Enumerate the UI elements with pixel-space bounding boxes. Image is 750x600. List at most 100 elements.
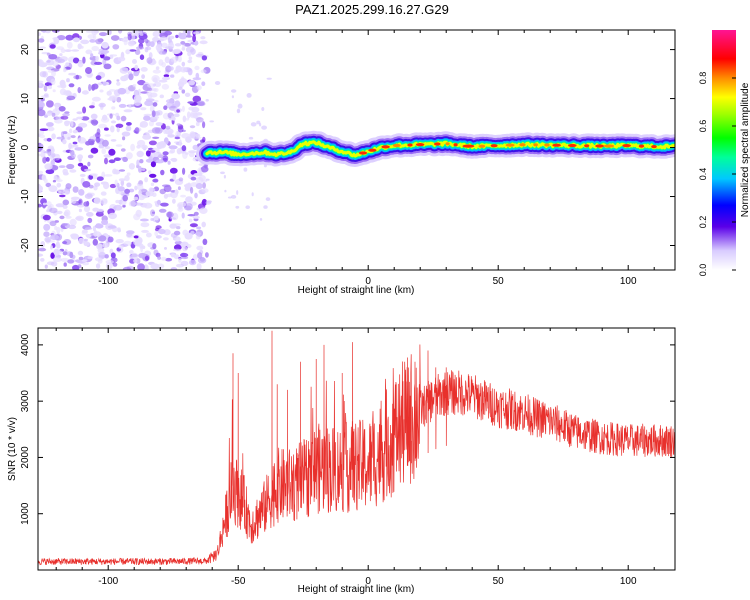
noise-speckle xyxy=(192,254,198,261)
noise-speckle xyxy=(56,182,62,188)
noise-speckle xyxy=(177,186,181,191)
noise-speckle xyxy=(139,159,144,164)
noise-speckle xyxy=(144,177,149,183)
colorbar-tick-label: 0.8 xyxy=(698,72,708,85)
noise-speckle xyxy=(178,32,188,40)
noise-speckle xyxy=(165,46,174,50)
noise-speckle xyxy=(78,237,84,245)
noise-speckle xyxy=(151,110,156,118)
noise-speckle xyxy=(155,44,162,52)
noise-speckle xyxy=(137,263,145,270)
noise-speckle xyxy=(38,32,41,37)
noise-speckle xyxy=(185,152,189,155)
noise-speckle xyxy=(196,226,202,230)
noise-speckle xyxy=(177,206,184,212)
noise-speckle xyxy=(171,157,178,163)
noise-speckle xyxy=(236,190,239,195)
noise-speckle xyxy=(38,109,46,117)
noise-speckle xyxy=(78,208,82,213)
noise-speckle xyxy=(72,129,78,134)
noise-speckle xyxy=(179,66,188,73)
signal-peak xyxy=(603,144,615,148)
noise-speckle xyxy=(104,174,113,177)
noise-speckle xyxy=(231,95,234,99)
signal-peak xyxy=(368,148,377,152)
noise-speckle xyxy=(69,169,77,173)
noise-speckle xyxy=(77,87,82,94)
noise-speckle xyxy=(56,58,65,64)
noise-speckle xyxy=(38,203,42,208)
noise-speckle xyxy=(42,214,51,221)
noise-speckle xyxy=(152,243,157,250)
noise-speckle xyxy=(195,231,202,236)
noise-speckle xyxy=(78,199,82,204)
noise-speckle xyxy=(46,137,52,142)
noise-speckle xyxy=(131,30,139,34)
noise-speckle xyxy=(184,184,189,188)
noise-speckle xyxy=(132,83,137,88)
noise-speckle xyxy=(44,178,48,184)
noise-speckle xyxy=(117,186,125,192)
noise-speckle xyxy=(49,207,58,214)
noise-speckle xyxy=(182,167,186,175)
noise-speckle xyxy=(95,38,103,45)
noise-speckle xyxy=(83,168,92,172)
noise-speckle xyxy=(205,178,210,181)
noise-speckle xyxy=(44,236,52,243)
noise-speckle xyxy=(196,263,202,270)
noise-speckle xyxy=(177,126,184,133)
noise-speckle xyxy=(87,34,95,39)
noise-speckle xyxy=(50,78,56,86)
noise-speckle xyxy=(115,144,123,147)
noise-speckle xyxy=(149,41,155,48)
noise-speckle xyxy=(42,30,47,34)
noise-speckle xyxy=(60,257,70,262)
noise-speckle xyxy=(202,238,208,245)
noise-speckle xyxy=(104,134,111,137)
noise-speckle xyxy=(74,147,84,151)
signal-peak xyxy=(407,143,413,147)
noise-speckle xyxy=(120,148,126,152)
noise-speckle xyxy=(104,146,111,150)
noise-speckle xyxy=(156,199,161,205)
noise-speckle xyxy=(44,82,53,87)
noise-speckle xyxy=(184,92,191,98)
noise-speckle xyxy=(69,128,73,134)
noise-speckle xyxy=(154,99,159,103)
noise-speckle xyxy=(59,215,65,220)
noise-speckle xyxy=(125,122,132,126)
signal-peak xyxy=(434,142,441,146)
noise-speckle xyxy=(123,109,133,113)
noise-speckle xyxy=(109,89,116,92)
noise-speckle xyxy=(99,32,108,37)
signal-peak xyxy=(453,143,458,147)
noise-speckle xyxy=(97,251,106,256)
noise-speckle xyxy=(187,101,194,104)
noise-speckle xyxy=(190,48,196,55)
noise-speckle xyxy=(53,158,59,161)
noise-speckle xyxy=(136,46,144,50)
noise-speckle xyxy=(166,211,174,218)
x-tick-label: -100 xyxy=(98,576,118,587)
noise-speckle xyxy=(124,188,131,194)
x-tick-label: 50 xyxy=(493,276,505,287)
noise-speckle xyxy=(66,78,70,83)
noise-speckle xyxy=(46,122,54,127)
noise-speckle xyxy=(172,248,182,252)
noise-speckle xyxy=(185,136,192,143)
noise-speckle xyxy=(39,102,46,108)
noise-speckle xyxy=(148,170,152,175)
noise-speckle xyxy=(116,127,120,133)
noise-speckle xyxy=(180,252,189,258)
noise-speckle xyxy=(133,258,138,264)
noise-speckle xyxy=(62,251,68,256)
noise-speckle xyxy=(148,52,153,59)
noise-speckle xyxy=(64,49,72,52)
noise-speckle xyxy=(101,41,109,49)
noise-speckle xyxy=(85,30,95,34)
noise-speckle xyxy=(220,171,225,175)
signal-peak xyxy=(595,144,604,148)
noise-speckle xyxy=(144,255,150,261)
noise-speckle xyxy=(103,154,112,158)
noise-speckle xyxy=(130,143,136,152)
